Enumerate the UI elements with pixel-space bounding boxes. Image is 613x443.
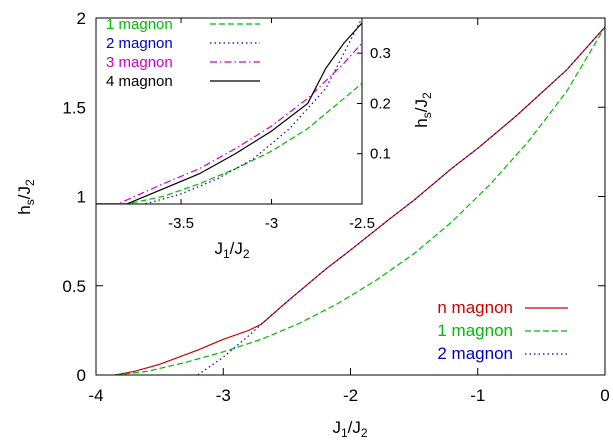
main-y-axis-label-sub2: 2 xyxy=(23,179,37,186)
inset-ytick-label: 0.1 xyxy=(370,146,391,163)
main-x-axis-label-slash: /J xyxy=(348,418,361,437)
main-ytick-label: 0.5 xyxy=(62,277,86,296)
inset-x-axis-label-sub2: 2 xyxy=(243,247,250,261)
inset-series-line-1-magnon xyxy=(96,82,362,204)
inset-ytick-label: 0.2 xyxy=(370,95,391,112)
inset-ytick-label: 0.3 xyxy=(370,45,391,62)
inset-legend-label: 3 magnon xyxy=(106,54,173,71)
inset-y-axis-label-slash: /J xyxy=(412,99,431,112)
main-ytick-label: 1.5 xyxy=(62,98,86,117)
main-xtick-label: -3 xyxy=(216,386,231,405)
main-xtick-label: -1 xyxy=(470,386,485,405)
inset-background xyxy=(96,18,362,204)
inset-y-axis-label-sub2: 2 xyxy=(420,92,434,99)
main-ytick-label: 2 xyxy=(77,9,86,28)
main-y-axis-label-sub: s xyxy=(23,199,37,205)
inset-x-axis-label-sub: 1 xyxy=(223,247,230,261)
inset-x-axis-label-slash: /J xyxy=(230,239,243,258)
inset-legend-label: 4 magnon xyxy=(106,73,173,90)
inset-series-line-4-magnon xyxy=(96,22,362,204)
main-xtick-label: 0 xyxy=(600,386,609,405)
main-ytick-label: 0 xyxy=(77,366,86,385)
inset-x-axis-label: J1/J2 xyxy=(214,239,249,261)
inset-x-axis-label-main: J xyxy=(214,239,223,258)
main-x-axis-label-sub2: 2 xyxy=(361,426,368,440)
main-xtick-label: -2 xyxy=(343,386,358,405)
inset-legend-label: 1 magnon xyxy=(106,16,173,33)
inset-xtick-label: -3 xyxy=(265,215,278,232)
inset-legend: 1 magnon 2 magnon 3 magnon 4 magnon xyxy=(106,16,260,90)
inset-series-group xyxy=(96,18,362,204)
main-x-axis-label: J1/J2 xyxy=(332,418,367,440)
inset-series-line-3-magnon xyxy=(96,42,362,204)
inset-legend-label: 2 magnon xyxy=(106,35,173,52)
main-x-axis-label-main: J xyxy=(332,418,341,437)
inset-xtick-label: -2.5 xyxy=(349,215,375,232)
main-y-axis-label-slash: /J xyxy=(15,186,34,199)
inset-y-axis-label: hs/J2 xyxy=(412,92,434,128)
inset-xtick-label: -3.5 xyxy=(168,215,194,232)
main-xtick-label: -4 xyxy=(88,386,103,405)
inset-y-axis-label-sub: s xyxy=(420,112,434,118)
main-y-axis-label-main: h xyxy=(15,205,34,214)
main-legend-label: 2 magnon xyxy=(437,344,513,363)
main-series-group xyxy=(114,26,605,375)
main-ytick-label: 1 xyxy=(77,188,86,207)
main-legend-label: 1 magnon xyxy=(437,321,513,340)
inset-y-axis-label-main: h xyxy=(412,118,431,127)
main-legend: n magnon 1 magnon 2 magnon xyxy=(437,298,568,363)
main-y-axis-label: hs/J2 xyxy=(15,179,37,215)
inset-series-line-2-magnon xyxy=(96,18,362,204)
main-x-axis-label-sub: 1 xyxy=(341,426,348,440)
main-series-line-1-magnon xyxy=(115,26,605,375)
inset-frame xyxy=(95,17,363,205)
main-legend-label: n magnon xyxy=(437,298,513,317)
